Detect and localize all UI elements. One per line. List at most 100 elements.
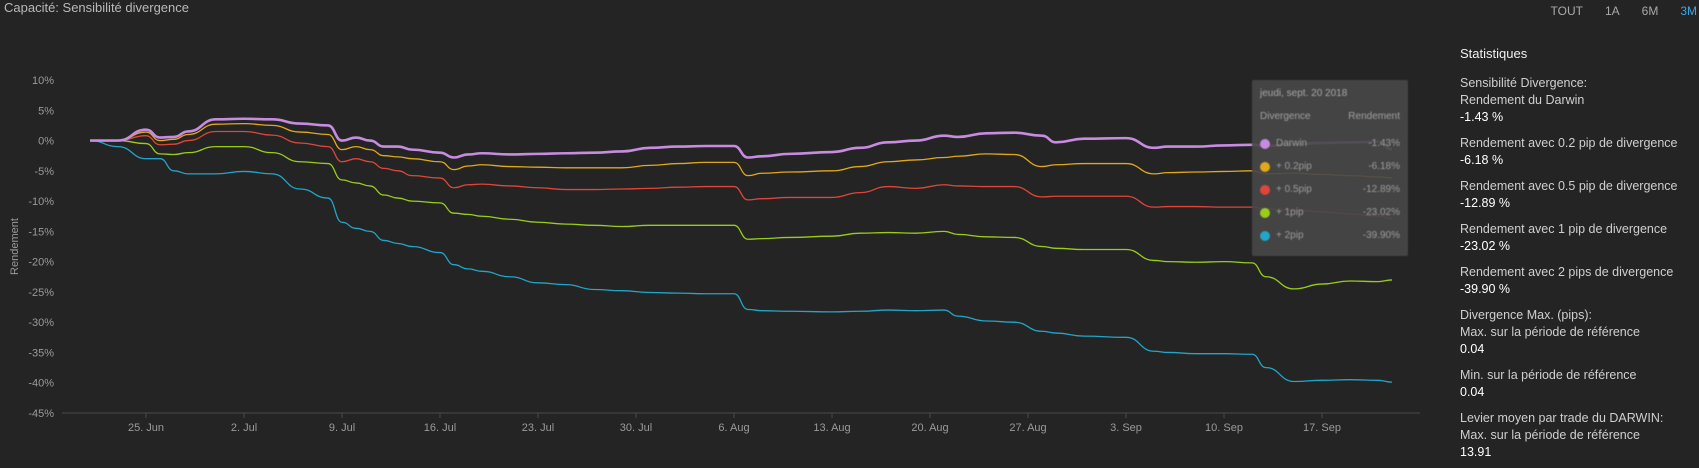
stat-value: -12.89 %: [1460, 196, 1511, 210]
range-tab-6m[interactable]: 6M: [1641, 4, 1659, 18]
x-tick-label: 10. Sep: [1205, 422, 1243, 434]
tooltip-row-value: -1.43%: [1368, 138, 1400, 149]
x-tick-label: 27. Aug: [1009, 422, 1046, 434]
x-tick-label: 25. Jun: [128, 422, 164, 434]
stat-value: -6.18 %: [1460, 153, 1504, 167]
tooltip-col-divergence: Divergence: [1260, 111, 1311, 122]
x-tick-label: 9. Jul: [329, 422, 355, 434]
series-layer: [89, 117, 1393, 383]
y-tick-label: -15%: [28, 226, 54, 238]
tooltip-row-series: + 0.2pip: [1260, 161, 1312, 172]
stat-label: Min. sur la période de référence: [1460, 368, 1637, 382]
tooltip-row: Darwin -1.43%: [1260, 132, 1400, 155]
stat-value: 0.04: [1460, 385, 1485, 399]
stat-sublabel: Rendement du Darwin: [1460, 93, 1585, 107]
range-tab-1y[interactable]: 1A: [1604, 4, 1620, 18]
stat-value: -23.02 %: [1460, 239, 1511, 253]
legend-dot-icon: [1260, 184, 1270, 195]
y-tick-label: 10%: [32, 75, 54, 87]
y-tick-label: -10%: [28, 196, 54, 208]
tooltip-date: jeudi, sept. 20 2018: [1260, 88, 1348, 99]
stat-item: Rendement avec 0.2 pip de divergence -6.1…: [1460, 135, 1699, 169]
y-tick-label: -20%: [28, 257, 54, 269]
tooltip-row-value: -23.02%: [1362, 207, 1400, 218]
y-axis: 10% 5% 0% -5% -10% -15% -20% -25% -30% -35% -40% -4…: [28, 75, 54, 420]
tooltip-row-value: -12.89%: [1362, 184, 1400, 195]
x-tick-label: 6. Aug: [718, 422, 749, 434]
range-tab-all[interactable]: TOUT: [1550, 4, 1583, 18]
stat-label: Rendement avec 0.5 pip de divergence: [1460, 179, 1678, 193]
stat-item: Sensibilité Divergence: Rendement du Darw…: [1460, 75, 1699, 126]
y-axis-title: Rendement: [9, 218, 21, 275]
stat-value: 13.91: [1460, 445, 1492, 459]
range-tab-3m[interactable]: 3M: [1680, 4, 1697, 18]
tooltip-row-series: + 2pip: [1260, 230, 1304, 241]
tooltip-row: + 0.5pip -12.89%: [1260, 178, 1400, 201]
tooltip-row: + 2pip -39.90%: [1260, 224, 1400, 247]
tooltip-header: Divergence Rendement: [1260, 111, 1400, 122]
stat-value: 0.04: [1460, 342, 1485, 356]
tooltip-rows: Darwin -1.43% + 0.2pip -6.18% + 0.5pip -12.89…: [1260, 132, 1400, 247]
tooltip-row-series: + 1pip: [1260, 207, 1304, 218]
x-tick-label: 13. Aug: [813, 422, 850, 434]
stats-title: Statistiques: [1460, 46, 1528, 61]
series-line-pip2: [89, 139, 1393, 383]
stat-label: Levier moyen par trade du DARWIN:: [1460, 411, 1664, 425]
y-tick-label: -5%: [34, 166, 54, 178]
x-tick-label: 16. Jul: [424, 422, 456, 434]
series-line-darwin: [90, 117, 1393, 159]
x-tick-label: 2. Jul: [231, 422, 257, 434]
stat-label: Rendement avec 1 pip de divergence: [1460, 222, 1668, 236]
tooltip-row-series: + 0.5pip: [1260, 184, 1312, 195]
y-tick-label: -25%: [28, 287, 54, 299]
tooltip-row-label: + 2pip: [1276, 230, 1304, 241]
stat-label: Rendement avec 2 pips de divergence: [1460, 265, 1674, 279]
x-tick-label: 17. Sep: [1303, 422, 1341, 434]
tooltip-row-label: + 0.2pip: [1276, 161, 1312, 172]
y-tick-label: -30%: [28, 317, 54, 329]
stat-label: Sensibilité Divergence:: [1460, 76, 1588, 90]
y-tick-label: -40%: [28, 378, 54, 390]
x-tick-label: 30. Jul: [620, 422, 652, 434]
stat-sublabel: Max. sur la période de référence: [1460, 325, 1640, 339]
legend-dot-icon: [1260, 207, 1270, 218]
legend-dot-icon: [1260, 138, 1270, 149]
legend-dot-icon: [1260, 161, 1270, 172]
tooltip-row-value: -39.90%: [1362, 230, 1400, 241]
tooltip-row-label: + 1pip: [1276, 207, 1304, 218]
stat-item: Levier moyen par trade du DARWIN: Max. su…: [1460, 410, 1699, 461]
x-tick-label: 3. Sep: [1110, 422, 1142, 434]
chart-tooltip: jeudi, sept. 20 2018 Divergence Rendemen…: [1252, 80, 1408, 256]
chart-title: Capacité: Sensibilité divergence: [4, 0, 189, 15]
stat-item: Rendement avec 1 pip de divergence -23.02…: [1460, 221, 1699, 255]
stat-label: Rendement avec 0.2 pip de divergence: [1460, 136, 1678, 150]
x-axis: 25. Jun 2. Jul 9. Jul 16. Jul 23. Jul 30. Jul…: [128, 413, 1341, 434]
stats-list: Sensibilité Divergence: Rendement du Darw…: [1460, 75, 1699, 461]
stat-sublabel: Max. sur la période de référence: [1460, 428, 1640, 442]
stat-label: Divergence Max. (pips):: [1460, 308, 1592, 322]
y-tick-label: -45%: [28, 408, 54, 420]
stat-item: Min. sur la période de référence 0.04: [1460, 367, 1699, 401]
stat-item: Rendement avec 0.5 pip de divergence -12.…: [1460, 178, 1699, 212]
tooltip-row-label: + 0.5pip: [1276, 184, 1312, 195]
tooltip-row: + 0.2pip -6.18%: [1260, 155, 1400, 178]
series-line-pip1: [90, 139, 1393, 290]
tooltip-row-value: -6.18%: [1368, 161, 1400, 172]
y-tick-label: 0%: [38, 136, 54, 148]
y-tick-label: 5%: [38, 105, 54, 117]
tooltip-col-rendement: Rendement: [1348, 111, 1400, 122]
series-line-pip02: [90, 122, 1393, 179]
tooltip-row: + 1pip -23.02%: [1260, 201, 1400, 224]
x-tick-label: 20. Aug: [911, 422, 948, 434]
stat-value: -1.43 %: [1460, 110, 1504, 124]
legend-dot-icon: [1260, 230, 1270, 241]
range-tabs: TOUT 1A 6M 3M: [1540, 4, 1699, 18]
stat-item: Divergence Max. (pips): Max. sur la pério…: [1460, 307, 1699, 358]
tooltip-row-label: Darwin: [1276, 138, 1308, 149]
y-tick-label: -35%: [28, 347, 54, 359]
x-tick-label: 23. Jul: [522, 422, 554, 434]
stat-value: -39.90 %: [1460, 282, 1511, 296]
divergence-line-chart[interactable]: 10% 5% 0% -5% -10% -15% -20% -25% -30% -35% -40% -4…: [0, 70, 1440, 468]
series-line-pip05: [90, 130, 1393, 220]
